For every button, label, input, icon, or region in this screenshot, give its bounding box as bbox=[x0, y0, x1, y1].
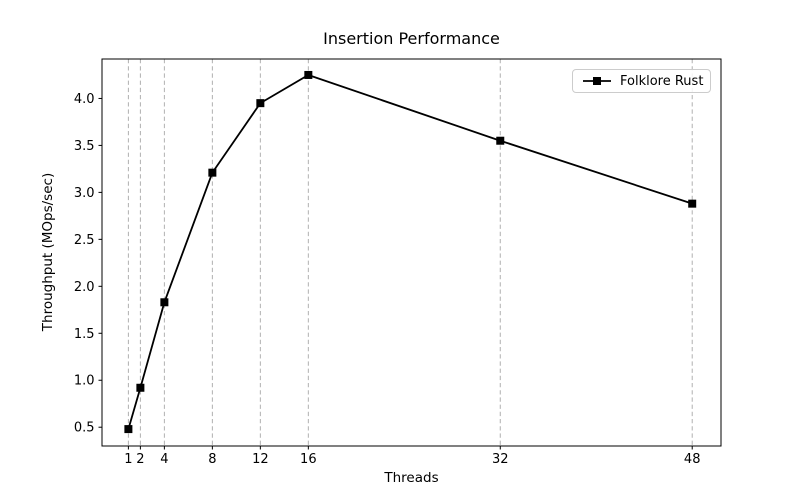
x-tick-label: 8 bbox=[208, 452, 216, 467]
x-tick-label: 2 bbox=[136, 452, 144, 467]
y-tick-label: 2.5 bbox=[74, 233, 95, 248]
data-point-marker bbox=[136, 383, 145, 392]
legend-line-marker-icon bbox=[583, 77, 611, 85]
x-tick-label: 32 bbox=[492, 452, 509, 467]
data-point-marker bbox=[688, 199, 697, 208]
x-tick-label: 12 bbox=[252, 452, 269, 467]
data-point-marker bbox=[256, 99, 265, 108]
data-point-marker bbox=[304, 70, 313, 79]
legend-label: Folklore Rust bbox=[620, 73, 704, 89]
x-axis-label: Threads bbox=[384, 470, 439, 486]
y-tick-label: 0.5 bbox=[74, 421, 95, 436]
x-tick-label: 48 bbox=[684, 452, 701, 467]
y-tick-label: 1.0 bbox=[74, 374, 95, 389]
y-tick-label: 4.0 bbox=[74, 92, 95, 107]
data-point-marker bbox=[124, 425, 133, 434]
legend: Folklore Rust bbox=[572, 69, 711, 93]
data-point-marker bbox=[160, 298, 169, 307]
data-point-marker bbox=[208, 168, 217, 177]
x-tick-label: 16 bbox=[300, 452, 317, 467]
chart-title: Insertion Performance bbox=[323, 29, 500, 48]
x-tick-label: 4 bbox=[160, 452, 168, 467]
data-point-marker bbox=[496, 136, 505, 145]
x-tick-label: 1 bbox=[124, 452, 132, 467]
axes-frame bbox=[101, 58, 722, 447]
y-tick-label: 3.0 bbox=[74, 186, 95, 201]
series-line bbox=[127, 73, 693, 430]
y-tick-label: 3.5 bbox=[74, 139, 95, 154]
y-axis-label: Throughput (MOps/sec) bbox=[40, 172, 56, 332]
y-tick-label: 1.5 bbox=[74, 327, 95, 342]
y-tick-label: 2.0 bbox=[74, 280, 95, 295]
